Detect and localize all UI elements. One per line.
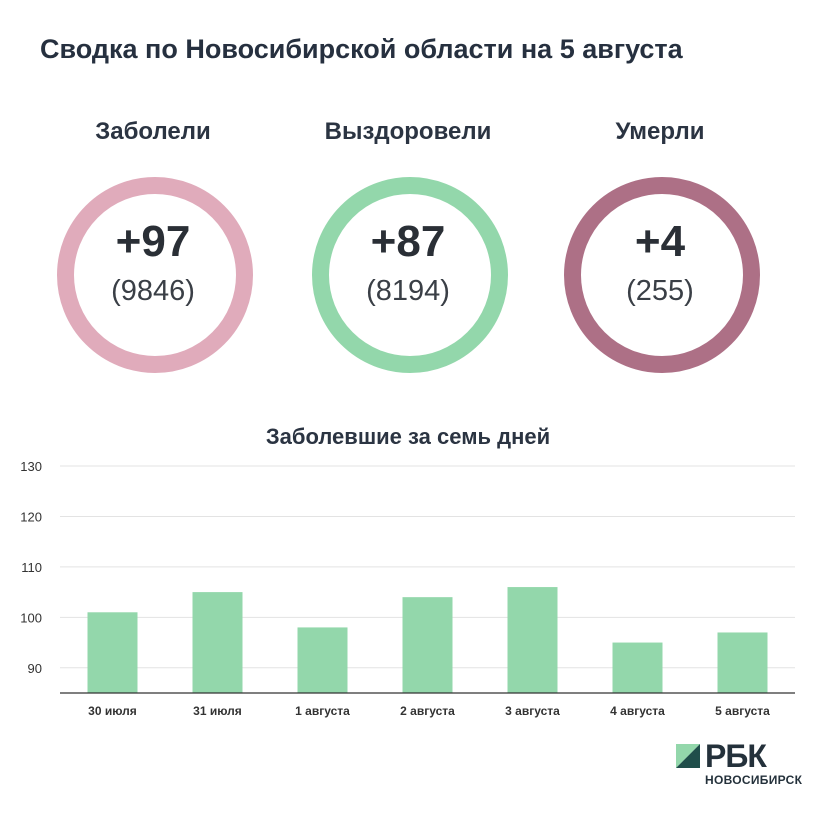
stat-total: (8194) [366, 275, 450, 307]
bar [192, 592, 243, 693]
x-tick-label: 31 июля [193, 704, 242, 718]
stat-label: Выздоровели [324, 118, 492, 145]
rbc-logo: РБК НОВОСИБИРСК [676, 738, 816, 790]
page-title: Сводка по Новосибирской области на 5 авг… [40, 34, 683, 64]
bar-chart: 90 100 110 120 130 30 июля 31 июля 1 августа 2 а… [20, 459, 795, 718]
x-tick-label: 4 августа [610, 704, 665, 718]
stat-infected: Заболели +97 (9846) [33, 118, 273, 373]
y-tick-label: 130 [20, 459, 42, 474]
rbc-logo-city: НОВОСИБИРСК [705, 773, 803, 787]
stat-delta: +87 [370, 217, 446, 266]
rbc-logo-text: РБК [705, 738, 767, 774]
x-tick-label: 30 июля [88, 704, 137, 718]
x-tick-label: 5 августа [715, 704, 770, 718]
y-tick-label: 110 [21, 560, 42, 575]
bar [507, 587, 558, 693]
bar [297, 627, 348, 693]
stat-delta: +4 [634, 217, 686, 266]
bar [402, 597, 453, 693]
stat-recovered: Выздоровели +87 (8194) [288, 118, 528, 373]
stat-deaths: Умерли +4 (255) [540, 118, 780, 373]
stat-label: Заболели [95, 118, 211, 145]
stat-delta: +97 [115, 217, 191, 266]
x-tick-label: 3 августа [505, 704, 560, 718]
x-tick-label: 1 августа [295, 704, 350, 718]
stat-label: Умерли [615, 118, 705, 145]
y-tick-label: 90 [28, 661, 42, 676]
bar [717, 632, 768, 693]
chart-title: Заболевшие за семь дней [265, 424, 551, 449]
y-tick-label: 100 [20, 610, 42, 625]
stat-total: (255) [626, 275, 694, 307]
x-tick-label: 2 августа [400, 704, 455, 718]
stat-total: (9846) [111, 275, 195, 307]
bar [612, 642, 663, 693]
rbc-logo-mark-icon [676, 744, 700, 768]
y-tick-label: 120 [20, 509, 42, 524]
bar [87, 612, 138, 693]
